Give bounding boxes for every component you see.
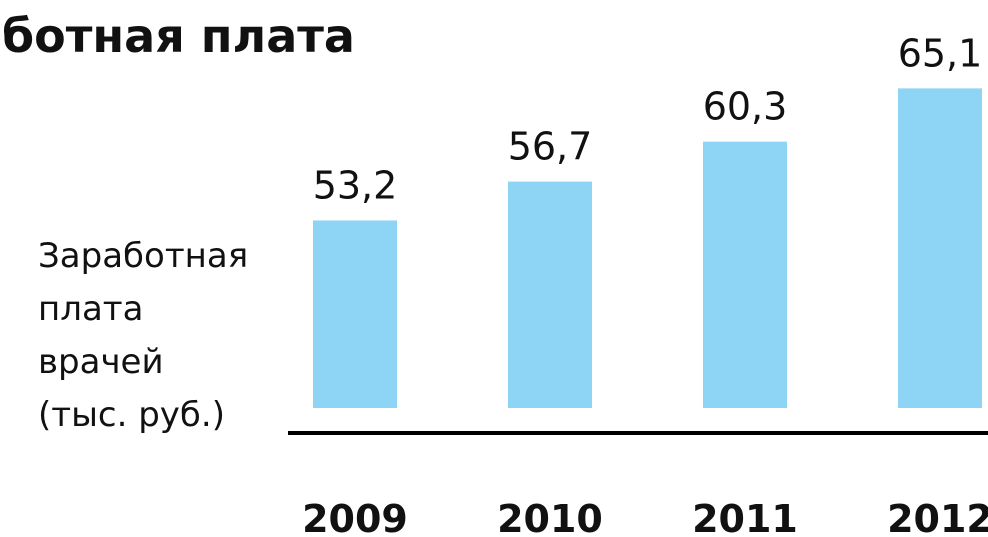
value-label: 53,2 [313, 163, 398, 207]
value-label: 60,3 [703, 85, 788, 129]
x-tick-label: 2009 [302, 497, 408, 537]
value-label: 65,1 [898, 31, 983, 75]
x-tick-label: 2012 [887, 497, 988, 537]
x-tick-label: 2010 [497, 497, 603, 537]
bar [508, 181, 592, 408]
y-axis-label: врачей [38, 342, 164, 382]
bar [313, 220, 397, 408]
bar [898, 88, 982, 408]
y-axis-label: Заработная [38, 236, 248, 276]
bar [703, 141, 787, 409]
value-label: 56,7 [508, 125, 593, 169]
chart-title: ботная плата [2, 9, 355, 63]
y-axis-label: плата [38, 289, 143, 329]
y-axis-label: (тыс. руб.) [38, 395, 225, 435]
x-tick-label: 2011 [692, 497, 798, 537]
